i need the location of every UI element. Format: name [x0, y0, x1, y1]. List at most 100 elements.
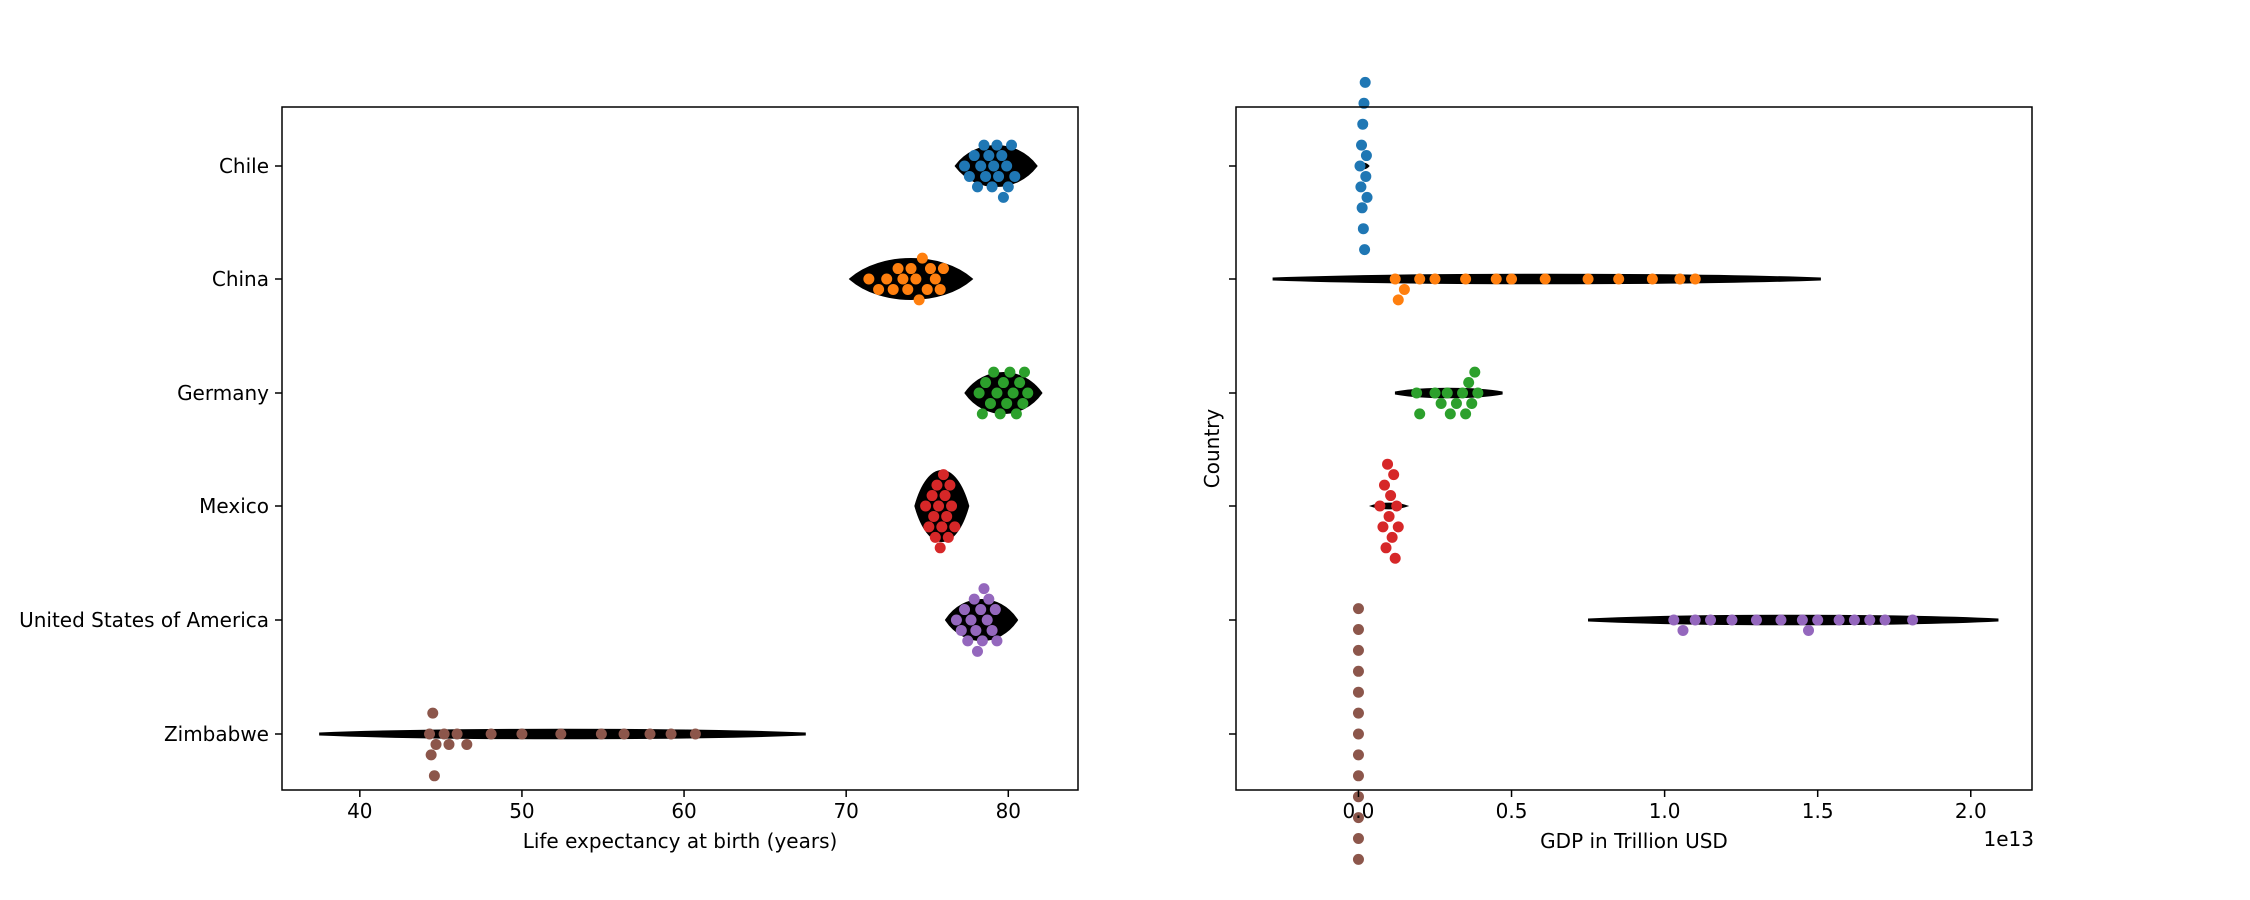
swarm-point-united-states-of-america: [1864, 614, 1876, 626]
swarm-point-china: [902, 283, 914, 295]
swarm-point-chile: [975, 160, 987, 172]
swarm-point-mexico: [942, 531, 954, 543]
swarm-point-mexico: [1386, 531, 1398, 543]
swarm-point-zimbabwe: [1352, 853, 1364, 865]
swarm-point-mexico: [926, 490, 938, 502]
y-tick-label: Chile: [219, 154, 269, 178]
swarm-point-chile: [1360, 170, 1372, 182]
swarm-point-zimbabwe: [665, 728, 677, 740]
x-tick-label: 80: [996, 799, 1021, 823]
swarm-point-chile: [1355, 181, 1367, 193]
swarm-point-germany: [1472, 387, 1484, 399]
swarm-point-germany: [1004, 366, 1016, 378]
swarm-point-chile: [997, 191, 1009, 203]
swarm-point-chile: [1361, 191, 1373, 203]
y-axis-label: Country: [1200, 409, 1224, 489]
swarm-point-germany: [1450, 397, 1462, 409]
swarm-point-chile: [986, 181, 998, 193]
swarm-point-zimbabwe: [428, 770, 440, 782]
swarm-point-united-states-of-america: [970, 624, 982, 636]
swarm-point-united-states-of-america: [991, 635, 1003, 647]
swarm-point-united-states-of-america: [986, 624, 998, 636]
swarm-point-germany: [994, 408, 1006, 420]
swarm-point-zimbabwe: [1352, 728, 1364, 740]
swarm-point-united-states-of-america: [976, 635, 988, 647]
swarm-point-chile: [1356, 139, 1368, 151]
swarm-point-united-states-of-america: [975, 604, 987, 616]
swarm-point-zimbabwe: [618, 728, 630, 740]
swarm-point-china: [1506, 273, 1518, 285]
swarm-point-united-states-of-america: [1677, 624, 1689, 636]
swarm-point-zimbabwe: [443, 738, 455, 750]
swarm-point-china: [924, 263, 936, 275]
swarm-point-united-states-of-america: [950, 614, 962, 626]
swarm-point-united-states-of-america: [983, 593, 995, 605]
swarm-point-chile: [978, 139, 990, 151]
swarm-point-united-states-of-america: [1726, 614, 1738, 626]
swarm-point-zimbabwe: [451, 728, 463, 740]
swarm-point-mexico: [1382, 458, 1394, 470]
swarm-point-china: [1429, 273, 1441, 285]
swarm-point-zimbabwe: [424, 728, 436, 740]
swarm-point-china: [1539, 273, 1551, 285]
swarm-point-mexico: [920, 500, 932, 512]
swarm-point-mexico: [1385, 490, 1397, 502]
swarm-point-chile: [993, 170, 1005, 182]
swarm-point-germany: [1014, 377, 1026, 389]
swarm-point-mexico: [936, 521, 948, 533]
axes-frame: [281, 106, 1079, 791]
swarm-point-zimbabwe: [1352, 644, 1364, 656]
swarm-point-mexico: [1377, 521, 1389, 533]
swarm-point-china: [1460, 273, 1472, 285]
y-tick-label: United States of America: [19, 608, 269, 632]
swarm-point-zimbabwe: [425, 749, 437, 761]
swarm-point-chile: [963, 170, 975, 182]
swarm-point-chile: [959, 160, 971, 172]
swarm-point-china: [1414, 273, 1426, 285]
swarm-point-germany: [1463, 377, 1475, 389]
swarm-point-zimbabwe: [516, 728, 528, 740]
swarm-point-germany: [991, 387, 1003, 399]
swarm-point-china: [897, 273, 909, 285]
x-tick-label: 1.5: [1802, 799, 1834, 823]
swarm-point-united-states-of-america: [978, 583, 990, 595]
swarm-point-chile: [1354, 160, 1366, 172]
swarm-point-united-states-of-america: [1668, 614, 1680, 626]
swarm-point-chile: [971, 181, 983, 193]
swarm-point-mexico: [931, 479, 943, 491]
swarm-point-chile: [980, 170, 992, 182]
swarm-point-mexico: [929, 531, 941, 543]
swarm-point-chile: [1360, 150, 1372, 162]
swarm-point-mexico: [946, 500, 958, 512]
swarm-point-united-states-of-america: [1907, 614, 1919, 626]
x-tick-label: 70: [833, 799, 858, 823]
swarm-point-china: [1392, 294, 1404, 306]
swarm-point-united-states-of-america: [989, 604, 1001, 616]
swarm-point-china: [863, 273, 875, 285]
swarm-point-chile: [988, 160, 1000, 172]
swarm-point-germany: [1007, 387, 1019, 399]
swarm-point-zimbabwe: [1352, 749, 1364, 761]
swarm-point-china: [905, 263, 917, 275]
swarm-point-china: [910, 273, 922, 285]
swarm-point-chile: [996, 150, 1008, 162]
swarm-point-zimbabwe: [438, 728, 450, 740]
swarm-point-germany: [1414, 408, 1426, 420]
swarm-point-chile: [968, 150, 980, 162]
swarm-point-united-states-of-america: [1750, 614, 1762, 626]
swarm-point-chile: [1359, 76, 1371, 88]
swarm-point-united-states-of-america: [1833, 614, 1845, 626]
swarm-point-united-states-of-america: [1705, 614, 1717, 626]
swarm-point-mexico: [1380, 542, 1392, 554]
swarm-point-china: [1689, 273, 1701, 285]
swarm-point-mexico: [1378, 479, 1390, 491]
swarm-point-chile: [1001, 160, 1013, 172]
swarm-point-zimbabwe: [644, 728, 656, 740]
swarm-point-china: [887, 283, 899, 295]
swarm-point-mexico: [1392, 521, 1404, 533]
x-tick-label: 2.0: [1955, 799, 1987, 823]
swarm-point-chile: [991, 139, 1003, 151]
x-axis-label: Life expectancy at birth (years): [523, 829, 838, 853]
swarm-point-mexico: [944, 479, 956, 491]
swarm-point-germany: [1444, 408, 1456, 420]
